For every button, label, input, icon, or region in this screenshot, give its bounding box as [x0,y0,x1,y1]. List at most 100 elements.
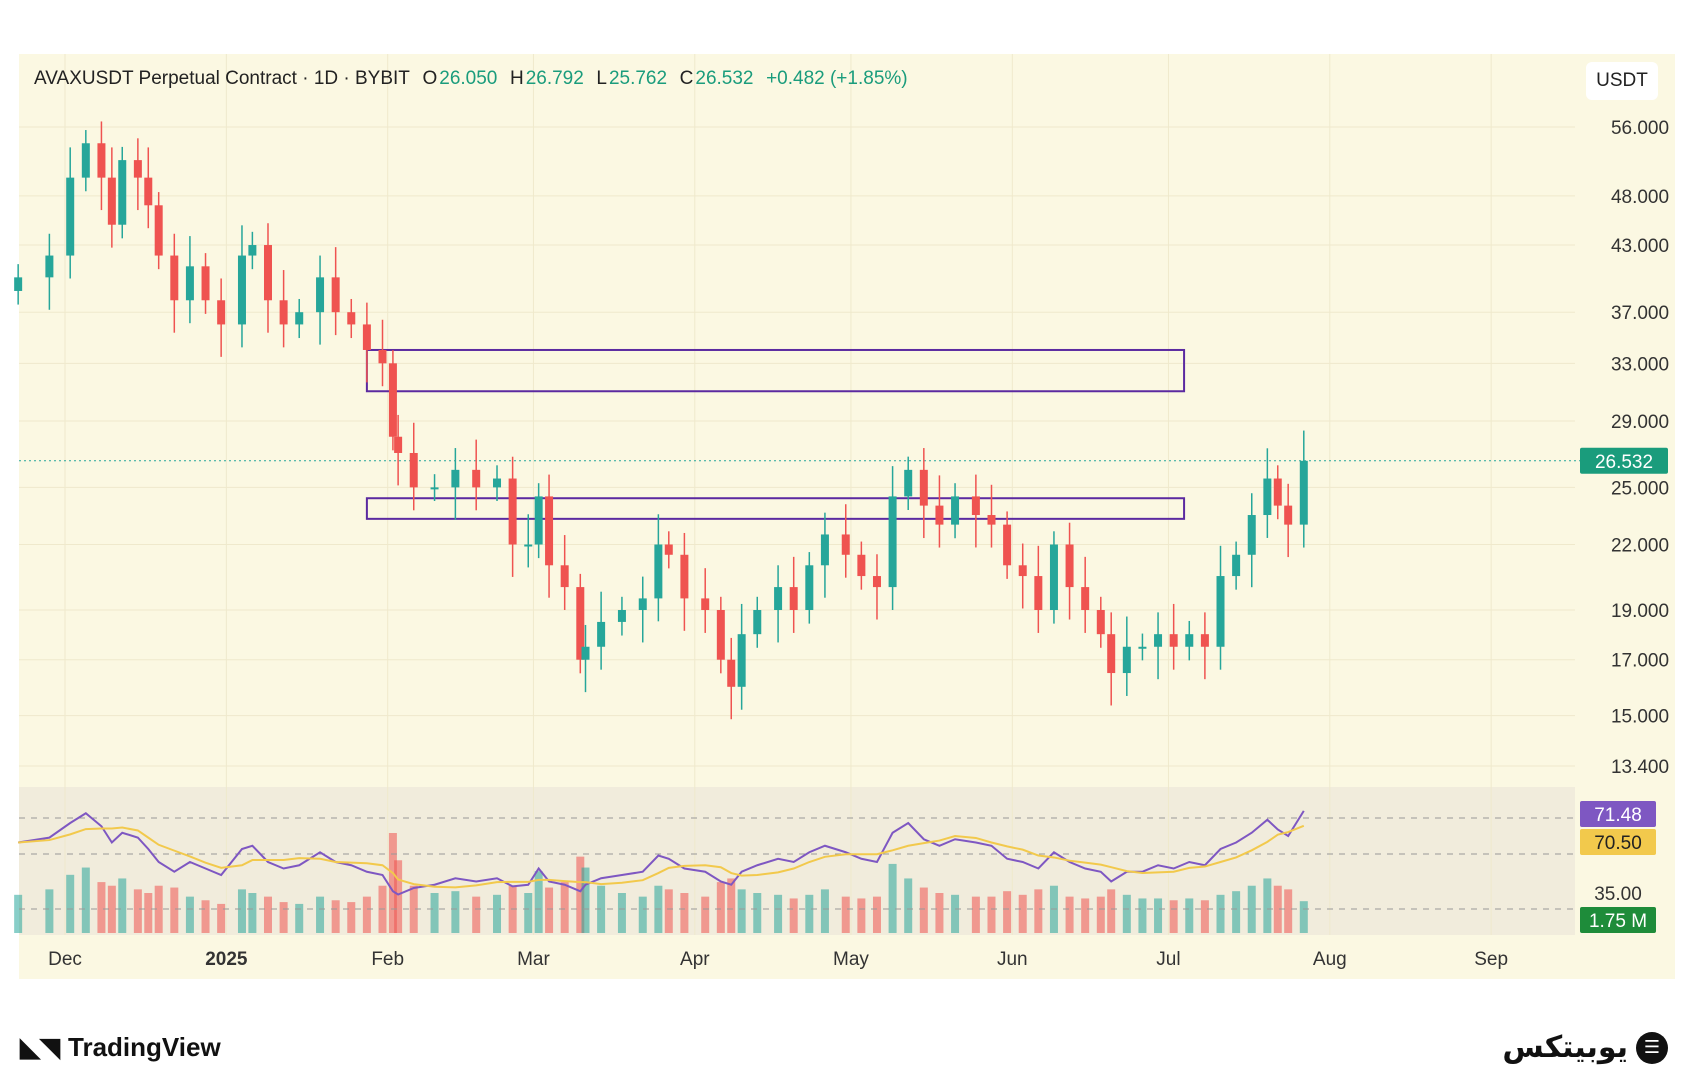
close-value: 26.532 [695,68,754,89]
time-tick-label: Dec [48,949,82,970]
volume-bar [217,903,226,933]
candle-body [14,277,23,291]
volume-bar [388,833,397,933]
candle-body [1284,505,1293,525]
volume-bar [581,867,590,933]
candle-body [1081,587,1090,611]
candle-body [508,478,517,545]
change-value: +0.482 (+1.85%) [766,68,908,89]
volume-bar [14,894,23,933]
candle-body [1273,478,1282,506]
candle-body [664,544,673,555]
candle-body [295,312,304,325]
price-tick-label: 19.000 [1611,601,1669,622]
candle-body [1003,524,1012,566]
volume-bar [362,896,371,933]
candle-body [279,300,288,325]
volume-bar [185,896,194,933]
volume-bar [1216,894,1225,933]
price-tick-label: 29.000 [1611,412,1669,433]
last-price-label: 26.532 [1595,452,1653,473]
candle-body [248,245,257,256]
candle-body [170,255,179,301]
candle-body [935,505,944,525]
candle-body [1200,634,1209,647]
candle-body [237,255,246,325]
candle-body [97,143,106,178]
candle-body [654,544,663,599]
candle-body [888,496,897,588]
currency-button[interactable]: USDT [1586,62,1658,100]
candle-body [133,160,142,178]
candle-body [45,255,54,278]
indicator-labels: 71.48 70.50 35.00 1.75 M [1580,801,1656,933]
time-tick-label: Jun [997,949,1028,970]
price-tick-label: 17.000 [1611,651,1669,672]
volume-bar [107,885,116,933]
tradingview-logo: ◣◥ TradingView [20,1032,221,1063]
candle-body [388,363,397,437]
volume-bar [493,894,502,933]
volume-bar [774,894,783,933]
volume-bar [971,896,980,933]
volume-bar [347,902,356,933]
candle-body [820,534,829,566]
volume-bar [1065,896,1074,933]
candle-body [1232,554,1241,577]
volume-bar [295,903,304,933]
volume-bar [133,889,142,933]
candle-body [493,478,502,488]
volume-bar [805,894,814,933]
volume-bar [951,894,960,933]
volume-bar [1122,894,1131,933]
volume-bar [1018,894,1027,933]
volume-bar [1096,896,1105,933]
candle-body [1263,478,1272,516]
time-tick-label: Sep [1474,949,1508,970]
candle-body [263,245,272,301]
candle-body [638,598,647,611]
close-label: C [679,68,694,89]
candle-body [919,469,928,506]
candle-body [66,177,75,256]
price-tick-label: 25.000 [1611,478,1669,499]
price-tick-label: 15.000 [1611,707,1669,728]
volume-bars [14,833,1308,933]
volume-bar [81,867,90,933]
volume-bar [1200,900,1209,933]
open-value: 26.050 [439,68,498,89]
time-axis[interactable]: Dec 2025 Feb Mar Apr May Jun Jul Aug Sep [48,949,1508,970]
candle-body [331,277,340,313]
price-tick-label: 37.000 [1611,303,1669,324]
volume-value-badge-bg [1580,907,1656,933]
rsi-value-badge: 71.48 [1594,805,1642,826]
brand-logo: یوبیتکس ☰ [1502,1030,1668,1065]
volume-bar [154,885,163,933]
low-label: L [596,68,607,89]
time-tick-label: Mar [517,949,550,970]
candle-body [872,576,881,588]
price-tick-label: 13.400 [1611,757,1669,778]
candle-body [430,487,439,490]
volume-bar [1273,885,1282,933]
price-axis[interactable]: 56.000 48.000 43.000 37.000 33.000 29.000 25.0… [1580,118,1669,778]
volume-bar [841,896,850,933]
candle-body [316,277,325,313]
candle-body [409,452,418,488]
volume-bar [331,900,340,933]
candle-body [701,598,710,611]
candle-body [1216,576,1225,647]
volume-bar [451,891,460,933]
price-zone-box [365,497,1186,520]
symbol-title: AVAXUSDT Perpetual Contract · 1D · BYBIT [34,68,410,89]
candle-body [1154,634,1163,647]
candle-body [362,324,371,350]
volume-bar [524,893,533,933]
volume-bar [727,878,736,933]
candle-body [545,496,554,566]
candles [14,121,1308,720]
candle-body [1138,646,1147,649]
rsi-lines [18,810,1575,910]
time-tick-label: Apr [680,949,710,970]
